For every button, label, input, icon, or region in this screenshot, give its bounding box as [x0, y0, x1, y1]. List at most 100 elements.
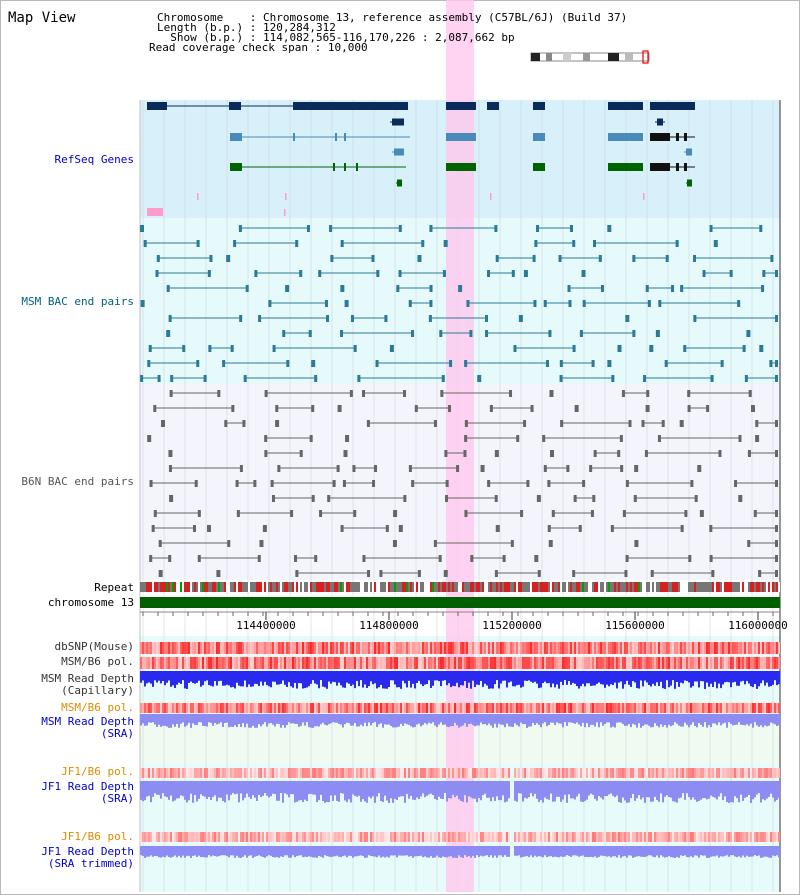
read-depth-bar: [144, 671, 146, 687]
b6n-bac-pair-end: [578, 525, 582, 532]
read-depth-bar: [756, 714, 758, 726]
polymorphism-cell: [294, 832, 296, 842]
read-depth-bar: [708, 671, 710, 687]
polymorphism-cell: [740, 703, 742, 713]
polymorphism-cell: [586, 832, 588, 842]
read-depth-bar: [542, 671, 544, 684]
read-depth-bar: [224, 671, 226, 686]
polymorphism-cell: [644, 832, 646, 842]
polymorphism-cell: [426, 703, 428, 713]
label-jf1-b6-pol-trimmed: JF1/B6 pol.: [61, 830, 134, 843]
polymorphism-cell: [500, 768, 502, 778]
read-depth-bar: [386, 781, 388, 801]
polymorphism-cell: [318, 657, 320, 669]
read-depth-bar: [516, 846, 518, 856]
read-depth-bar: [640, 781, 642, 800]
read-depth-bar: [488, 846, 490, 858]
read-depth-bar: [174, 781, 176, 801]
repeat-element: [336, 582, 338, 592]
polymorphism-cell: [672, 768, 674, 778]
polymorphism-cell: [438, 703, 440, 713]
polymorphism-cell: [588, 657, 590, 669]
polymorphism-cell: [254, 657, 256, 669]
b6n-bac-pair-end: [734, 480, 738, 487]
polymorphism-cell: [276, 642, 278, 654]
read-depth-bar: [336, 781, 338, 801]
read-depth-bar: [278, 714, 280, 724]
read-depth-bar: [412, 671, 414, 684]
polymorphism-cell: [170, 657, 172, 669]
polymorphism-cell: [144, 642, 146, 654]
polymorphism-cell: [388, 657, 390, 669]
read-depth-bar: [524, 671, 526, 681]
b6n-bac-pair-end: [311, 495, 315, 502]
repeat-element: [280, 582, 282, 592]
polymorphism-cell: [174, 642, 176, 654]
b6n-bac-pair-single-end: [345, 435, 350, 442]
polymorphism-cell: [238, 768, 240, 778]
repeat-element: [150, 582, 152, 592]
read-depth-bar: [216, 714, 218, 725]
polymorphism-cell: [242, 657, 244, 669]
read-depth-bar: [506, 846, 508, 857]
polymorphism-cell: [470, 768, 472, 778]
read-depth-bar: [546, 846, 548, 858]
polymorphism-cell: [578, 642, 580, 654]
polymorphism-cell: [266, 768, 268, 778]
polymorphism-cell: [334, 832, 336, 842]
info-line-coverage-span: Read coverage check span : 10,000: [149, 41, 368, 54]
msm-bac-pair-end: [421, 240, 425, 247]
read-depth-bar: [196, 714, 198, 725]
polymorphism-cell: [556, 642, 558, 654]
read-depth-bar: [546, 781, 548, 799]
polymorphism-cell: [630, 657, 632, 669]
gene-exon: [533, 102, 545, 110]
read-depth-bar: [398, 714, 400, 727]
repeat-element: [624, 582, 626, 592]
read-depth-bar: [192, 714, 194, 724]
read-depth-bar: [262, 781, 264, 796]
read-depth-bar: [566, 781, 568, 803]
polymorphism-cell: [390, 657, 392, 669]
polymorphism-cell: [554, 657, 556, 669]
read-depth-bar: [310, 781, 312, 794]
polymorphism-cell: [682, 768, 684, 778]
polymorphism-cell: [294, 768, 296, 778]
msm-bac-pair-end: [761, 285, 765, 292]
read-depth-bar: [398, 671, 400, 688]
b6n-bac-pair-end: [551, 510, 555, 517]
read-depth-bar: [286, 781, 288, 795]
read-depth-bar: [608, 714, 610, 723]
read-depth-bar: [664, 846, 666, 858]
read-depth-bar: [686, 781, 688, 794]
repeat-element: [588, 582, 590, 592]
repeat-element: [434, 582, 436, 592]
read-depth-bar: [290, 671, 292, 687]
read-depth-bar: [590, 714, 592, 725]
read-depth-bar: [148, 714, 150, 723]
msm-bac-pair-end: [170, 375, 174, 382]
polymorphism-cell: [400, 768, 402, 778]
polymorphism-cell: [334, 642, 336, 654]
read-depth-bar: [496, 846, 498, 858]
read-depth-bar: [474, 714, 476, 727]
repeat-element: [764, 582, 766, 592]
read-depth-bar: [770, 714, 772, 723]
polymorphism-cell: [380, 657, 382, 669]
polymorphism-cell: [198, 768, 200, 778]
polymorphism-cell: [376, 642, 378, 654]
b6n-bac-pair-end: [646, 390, 650, 397]
polymorphism-cell: [546, 657, 548, 669]
polymorphism-cell: [240, 657, 242, 669]
polymorphism-cell: [150, 703, 152, 713]
repeat-element: [348, 582, 350, 592]
polymorphism-cell: [404, 703, 406, 713]
b6n-bac-pair-single-end: [337, 405, 342, 412]
b6n-bac-pair-single-end: [738, 495, 743, 502]
read-depth-bar: [586, 781, 588, 800]
polymorphism-cell: [178, 657, 180, 669]
read-depth-bar: [154, 714, 156, 725]
read-depth-bar: [732, 714, 734, 726]
read-depth-bar: [184, 846, 186, 858]
